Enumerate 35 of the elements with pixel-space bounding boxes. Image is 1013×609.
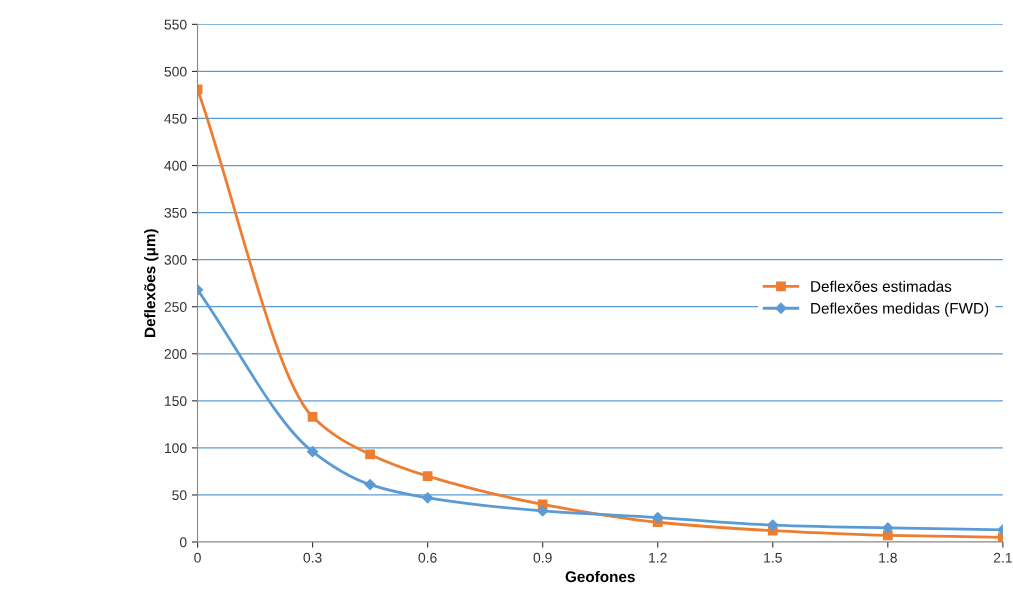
x-tick-label: 0.6 xyxy=(418,552,437,563)
y-tick-label: 350 xyxy=(164,207,187,218)
y-tick-label: 300 xyxy=(164,254,187,265)
y-tick-label: 400 xyxy=(164,160,187,171)
x-tick-label: 1.2 xyxy=(649,552,667,563)
x-tick-label: 1.5 xyxy=(764,552,782,563)
y-tick-label: 150 xyxy=(165,396,187,406)
x-tick-label: 1.8 xyxy=(879,552,897,563)
y-tick-label: 550 xyxy=(164,19,187,30)
point xyxy=(537,505,549,517)
x-tick-label: 2.1 xyxy=(993,552,1012,563)
y-tick-label: 0 xyxy=(179,537,187,548)
y-tick-label: 50 xyxy=(172,490,187,501)
y-tick-label: 500 xyxy=(164,66,187,77)
point xyxy=(364,478,376,491)
legend-label: Deflexões estimadas xyxy=(811,280,952,292)
point xyxy=(422,471,433,481)
y-tick-label: 250 xyxy=(164,302,187,312)
y-axis-title: Deflexões (μm) xyxy=(144,229,159,337)
point xyxy=(365,449,375,460)
point xyxy=(652,511,664,524)
x-tick-label: 0.9 xyxy=(533,552,552,563)
point xyxy=(422,492,434,504)
legend-label: Deflexões medidas (FWD) xyxy=(811,302,989,317)
point xyxy=(306,446,319,458)
y-tick-label: 200 xyxy=(164,349,187,359)
x-axis-title: Geofones xyxy=(565,570,635,583)
point xyxy=(882,530,893,541)
y-tick-label: 450 xyxy=(164,113,187,124)
x-tick-label: 0.3 xyxy=(303,552,322,563)
point xyxy=(882,522,894,534)
x-tick-label: 0 xyxy=(194,552,201,563)
point xyxy=(307,411,318,422)
y-tick-label: 100 xyxy=(165,443,187,454)
point xyxy=(767,519,779,531)
